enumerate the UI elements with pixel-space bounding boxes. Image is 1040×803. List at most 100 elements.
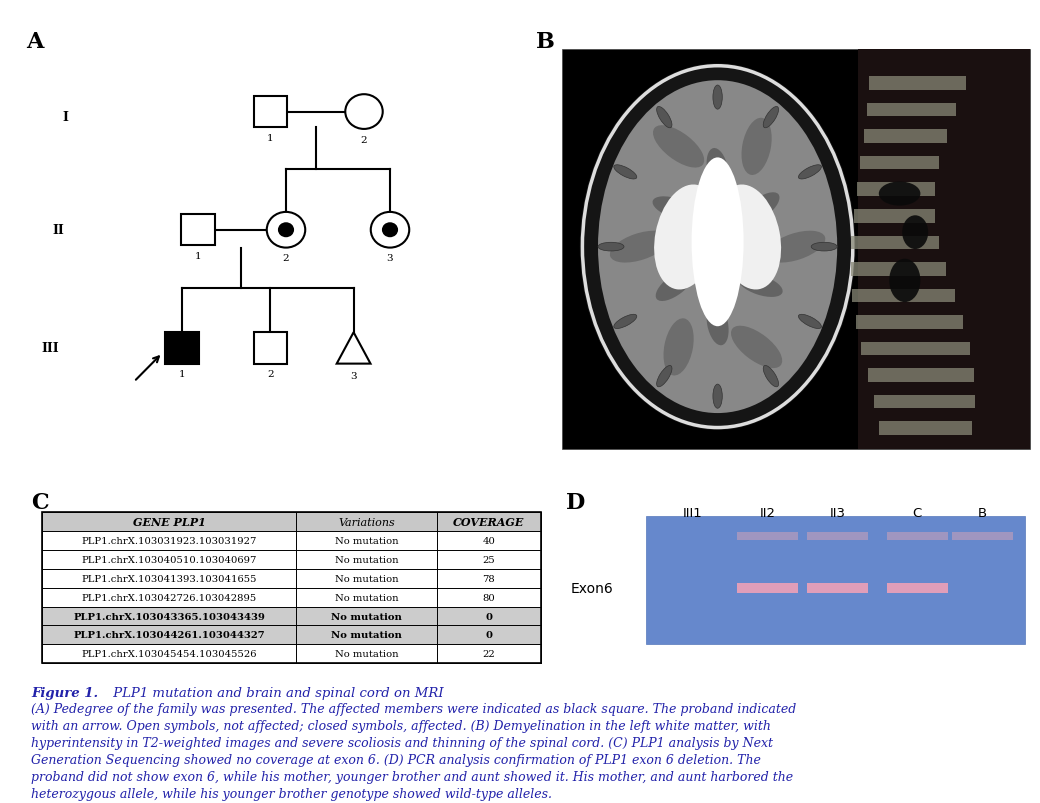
Ellipse shape xyxy=(652,197,697,221)
Ellipse shape xyxy=(706,149,729,192)
Bar xyxy=(857,183,935,197)
Bar xyxy=(807,532,868,540)
Ellipse shape xyxy=(664,319,694,376)
Bar xyxy=(646,516,1025,645)
Ellipse shape xyxy=(692,158,744,327)
Text: II3: II3 xyxy=(830,507,846,520)
Text: hyperintensity in T2-weighted images and severe scoliosis and thinning of the sp: hyperintensity in T2-weighted images and… xyxy=(31,736,773,749)
Text: PLP1.chrX.103043365.103043439: PLP1.chrX.103043365.103043439 xyxy=(73,612,265,621)
Bar xyxy=(646,568,1025,593)
Ellipse shape xyxy=(889,259,920,303)
Bar xyxy=(874,395,974,409)
Bar xyxy=(866,104,956,117)
Ellipse shape xyxy=(598,243,624,251)
Bar xyxy=(887,532,947,540)
Ellipse shape xyxy=(653,126,704,169)
Bar xyxy=(562,50,1030,450)
Ellipse shape xyxy=(742,119,772,176)
Text: D: D xyxy=(566,491,586,514)
Text: 40: 40 xyxy=(483,536,495,545)
Ellipse shape xyxy=(799,165,822,180)
Text: with an arrow. Open symbols, not affected; closed symbols, affected. (B) Demyeli: with an arrow. Open symbols, not affecte… xyxy=(31,719,771,732)
Circle shape xyxy=(278,223,294,238)
Text: PLP1.chrX.103041393.103041655: PLP1.chrX.103041393.103041655 xyxy=(81,574,257,583)
Bar xyxy=(856,316,963,329)
Text: 0: 0 xyxy=(486,612,492,621)
Text: III1: III1 xyxy=(683,507,702,520)
Ellipse shape xyxy=(614,165,636,180)
Ellipse shape xyxy=(580,64,855,430)
Text: 22: 22 xyxy=(483,650,495,658)
Text: 1: 1 xyxy=(194,252,201,261)
Text: No mutation: No mutation xyxy=(335,650,398,658)
Bar xyxy=(646,619,1025,645)
Text: PLP1.chrX.103042726.103042895: PLP1.chrX.103042726.103042895 xyxy=(81,593,257,602)
Text: Exon6: Exon6 xyxy=(571,581,614,595)
Text: No mutation: No mutation xyxy=(335,574,398,583)
Bar xyxy=(646,542,1025,568)
Ellipse shape xyxy=(903,216,929,250)
Polygon shape xyxy=(337,332,370,364)
Bar xyxy=(42,512,541,532)
Text: Variations: Variations xyxy=(338,517,395,527)
Bar xyxy=(181,215,214,247)
Circle shape xyxy=(345,95,383,130)
Text: No mutation: No mutation xyxy=(335,536,398,545)
Bar xyxy=(165,332,199,364)
Bar xyxy=(42,626,541,645)
Bar xyxy=(646,593,1025,619)
Text: C: C xyxy=(913,507,921,520)
Text: PLP1.chrX.103044261.103044327: PLP1.chrX.103044261.103044327 xyxy=(73,630,265,640)
Text: III: III xyxy=(42,342,59,355)
Ellipse shape xyxy=(879,182,920,206)
Text: Generation Sequencing showed no coverage at exon 6. (D) PCR analysis confirmatio: Generation Sequencing showed no coverage… xyxy=(31,753,761,766)
Text: 2: 2 xyxy=(267,370,274,379)
Bar xyxy=(953,532,1013,540)
Circle shape xyxy=(266,213,306,248)
Bar xyxy=(854,210,935,223)
Bar xyxy=(42,512,541,663)
Text: No mutation: No mutation xyxy=(331,612,402,621)
Ellipse shape xyxy=(655,270,694,302)
Ellipse shape xyxy=(717,185,781,290)
Text: COVERAGE: COVERAGE xyxy=(453,516,524,528)
Ellipse shape xyxy=(598,81,837,414)
Text: PLP1.chrX.103031923.103031927: PLP1.chrX.103031923.103031927 xyxy=(81,536,257,545)
Ellipse shape xyxy=(614,315,636,329)
Text: 80: 80 xyxy=(483,593,495,602)
Text: 78: 78 xyxy=(483,574,495,583)
Text: 25: 25 xyxy=(483,555,495,565)
Text: No mutation: No mutation xyxy=(335,593,398,602)
Circle shape xyxy=(370,213,410,248)
Text: (A) Pedegree of the family was presented. The affected members were indicated as: (A) Pedegree of the family was presented… xyxy=(31,703,797,715)
Text: 3: 3 xyxy=(387,254,393,263)
Text: 1: 1 xyxy=(179,370,185,379)
Ellipse shape xyxy=(713,385,722,409)
Text: No mutation: No mutation xyxy=(335,555,398,565)
Ellipse shape xyxy=(811,243,837,251)
Bar xyxy=(737,583,798,593)
Ellipse shape xyxy=(738,274,783,298)
Text: Figure 1.: Figure 1. xyxy=(31,687,99,699)
Text: GENE PLP1: GENE PLP1 xyxy=(132,516,206,528)
Text: heterozygous allele, while his younger brother genotype showed wild-type alleles: heterozygous allele, while his younger b… xyxy=(31,787,552,800)
Bar xyxy=(879,422,972,435)
Bar xyxy=(254,96,287,128)
Text: A: A xyxy=(26,31,44,52)
Text: PLP1 mutation and brain and spinal cord on MRI: PLP1 mutation and brain and spinal cord … xyxy=(109,687,444,699)
Text: No mutation: No mutation xyxy=(331,630,402,640)
Bar xyxy=(852,289,955,303)
Bar xyxy=(860,157,939,170)
Ellipse shape xyxy=(656,366,672,387)
Bar xyxy=(42,607,541,626)
Text: II2: II2 xyxy=(759,507,776,520)
Text: B: B xyxy=(536,31,554,52)
Text: proband did not show exon 6, while his mother, younger brother and aunt showed i: proband did not show exon 6, while his m… xyxy=(31,770,794,783)
Bar xyxy=(807,583,868,593)
Ellipse shape xyxy=(763,108,779,128)
Bar xyxy=(867,369,974,382)
Bar xyxy=(864,130,946,144)
Text: PLP1.chrX.103040510.103040697: PLP1.chrX.103040510.103040697 xyxy=(81,555,257,565)
Text: B: B xyxy=(979,507,987,520)
Text: C: C xyxy=(31,491,49,514)
